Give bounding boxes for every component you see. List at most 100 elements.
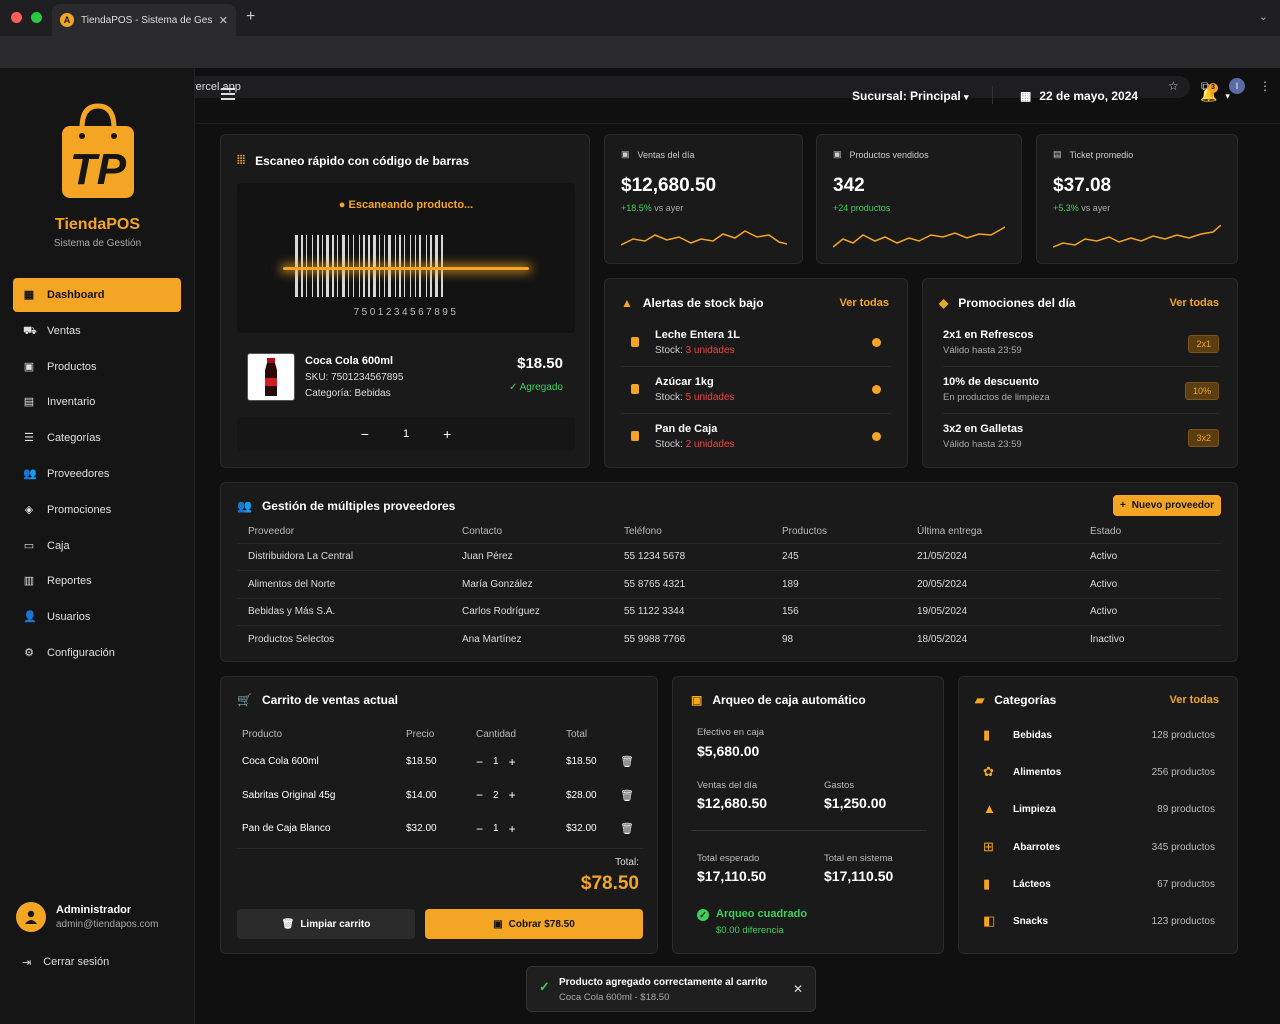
increase-button[interactable]: +: [508, 788, 516, 803]
scan-icon: ▣: [621, 149, 630, 159]
sidebar-item-categorias[interactable]: ☰ Categorías: [13, 421, 181, 455]
categories-view-all-link[interactable]: Ver todas: [1169, 694, 1219, 706]
status-badge: Inactivo: [1079, 625, 1221, 653]
logout-button[interactable]: ⇥ Cerrar sesión: [22, 956, 109, 969]
expenses-value: $1,250.00: [824, 795, 887, 811]
cart-total: $18.50: [566, 756, 597, 768]
kpi-label-text: Ticket promedio: [1069, 149, 1134, 160]
extensions-icon[interactable]: ⧉: [1201, 79, 1210, 93]
alert-status-dot: [872, 432, 881, 441]
category-item[interactable]: ▲ Limpieza 89 productos: [983, 801, 1215, 821]
barcode-scan-icon: ⦙⦙⦙: [237, 153, 246, 167]
category-item[interactable]: ◧ Snacks 123 productos: [983, 913, 1215, 933]
close-window-button[interactable]: [11, 12, 22, 23]
category-name: Snacks: [1013, 916, 1049, 927]
column-header: Productos: [782, 526, 828, 538]
alert-item[interactable]: Leche Entera 1L Stock: 3 unidades: [621, 321, 891, 367]
table-cell: 55 9988 7766: [613, 625, 771, 653]
basket-icon: ⊞: [983, 839, 994, 854]
tag-icon: ◆: [939, 296, 949, 310]
category-count: 67 productos: [1157, 879, 1215, 890]
kpi-delta: +5.3% vs ayer: [1053, 203, 1110, 213]
new-tab-button[interactable]: +: [246, 8, 256, 25]
cart-icon: 🛒: [237, 693, 252, 707]
sidebar-item-productos[interactable]: ▣ Productos: [13, 350, 181, 384]
category-item[interactable]: ✿ Alimentos 256 productos: [983, 764, 1215, 784]
category-count: 345 productos: [1151, 842, 1215, 853]
added-status: ✓ Agregado: [509, 382, 563, 393]
register-icon: ▭: [23, 539, 35, 552]
cart-product: Pan de Caja Blanco: [242, 823, 331, 835]
trash-icon[interactable]: 🗑: [620, 756, 634, 769]
category-name: Abarrotes: [1013, 842, 1061, 853]
decrease-button[interactable]: −: [360, 426, 369, 442]
promo-item[interactable]: 2x1 en Refrescos Válido hasta 23:59 2x1: [943, 321, 1219, 367]
maximize-window-button[interactable]: [31, 12, 42, 23]
charge-button[interactable]: ▣ Cobrar $78.50: [425, 909, 643, 939]
table-row[interactable]: Distribuidora La Central Juan Pérez 55 123…: [237, 542, 1221, 571]
category-item[interactable]: ▮ Lácteos 67 productos: [983, 876, 1215, 896]
promo-item[interactable]: 3x2 en Galletas Válido hasta 23:59 3x2: [943, 415, 1219, 461]
sidebar-item-dashboard[interactable]: ▦ Dashboard: [13, 278, 181, 312]
table-cell: 18/05/2024: [906, 625, 1079, 653]
table-row[interactable]: Bebidas y Más S.A. Carlos Rodríguez 55 112…: [237, 597, 1221, 626]
sidebar-item-label: Dashboard: [47, 289, 105, 301]
trash-icon[interactable]: 🗑: [620, 823, 634, 836]
barcode-image: [295, 235, 517, 297]
kpi-card-sales: ▣ Ventas del día $12,680.50 +18.5% vs aye…: [604, 134, 803, 264]
trash-icon[interactable]: 🗑: [620, 789, 634, 802]
hamburger-menu-icon[interactable]: [221, 88, 235, 100]
branch-selector[interactable]: Sucursal: Principal ▾: [852, 89, 969, 103]
browser-tab[interactable]: A TiendaPOS - Sistema de Gestión ✕: [52, 4, 236, 36]
header-divider: [992, 86, 993, 104]
increase-button[interactable]: +: [508, 754, 516, 769]
table-cell: 245: [771, 542, 906, 571]
profile-avatar[interactable]: I: [1229, 78, 1245, 94]
brand-subtitle: Sistema de Gestión: [53, 238, 142, 249]
promo-item[interactable]: 10% de descuento En productos de limpiez…: [943, 368, 1219, 414]
alerts-view-all-link[interactable]: Ver todas: [839, 297, 889, 309]
kpi-delta: +24 productos: [833, 203, 890, 213]
increase-button[interactable]: +: [508, 821, 516, 836]
alert-item[interactable]: Pan de Caja Stock: 2 unidades: [621, 415, 891, 461]
alert-product-name: Pan de Caja: [655, 423, 718, 435]
quantity-stepper: −2 +: [476, 788, 561, 802]
status-badge: Activo: [1079, 542, 1221, 571]
tab-close-icon[interactable]: ✕: [218, 14, 228, 27]
alert-item[interactable]: Azúcar 1kg Stock: 5 unidades: [621, 368, 891, 414]
sidebar-item-label: Usuarios: [47, 611, 91, 624]
sidebar-item-ventas[interactable]: ⛟ Ventas: [13, 314, 181, 348]
decrease-button[interactable]: −: [476, 754, 484, 769]
clear-cart-button[interactable]: 🗑 Limpiar carrito: [237, 909, 415, 939]
promos-view-all-link[interactable]: Ver todas: [1169, 297, 1219, 309]
category-item[interactable]: ⊞ Abarrotes 345 productos: [983, 839, 1215, 859]
decrease-button[interactable]: −: [476, 821, 484, 836]
sidebar-item-promociones[interactable]: ◈ Promociones: [13, 493, 181, 527]
list-icon: ☰: [24, 432, 34, 445]
categories-title: ▰ Categorías: [975, 693, 1056, 707]
suppliers-table: Proveedor Contacto Teléfono Productos Úl…: [237, 521, 1221, 653]
toast-close-icon[interactable]: ✕: [792, 982, 803, 996]
table-row[interactable]: Productos Selectos Ana Martínez 55 9988 77…: [237, 625, 1221, 653]
decrease-button[interactable]: −: [476, 788, 484, 803]
menu-kebab-icon[interactable]: ⋮: [1259, 79, 1271, 93]
sidebar-item-configuracion[interactable]: ⚙ Configuración: [13, 636, 181, 670]
notifications-button[interactable]: 🔔 3 ▾: [1200, 83, 1230, 103]
sidebar-item-reportes[interactable]: ▥ Reportes: [13, 564, 181, 598]
clear-cart-label: Limpiar carrito: [300, 918, 371, 930]
product-sku: SKU: 7501234567895: [305, 372, 404, 383]
sidebar-item-proveedores[interactable]: 👥 Proveedores: [13, 457, 181, 491]
bookmark-star-icon[interactable]: ☆: [1168, 79, 1179, 93]
tab-search-icon[interactable]: ⌄: [1258, 11, 1268, 23]
table-cell: Alimentos del Norte: [237, 570, 451, 598]
increase-button[interactable]: +: [443, 426, 452, 442]
user-profile[interactable]: Administrador admin@tiendapos.com: [16, 902, 158, 932]
sidebar-item-caja[interactable]: ▭ Caja: [13, 529, 181, 563]
new-supplier-button[interactable]: + Nuevo proveedor: [1113, 495, 1221, 516]
warning-icon: ▲: [621, 296, 633, 310]
table-row[interactable]: Alimentos del Norte María González 55 8765…: [237, 570, 1221, 598]
category-item[interactable]: ▮ Bebidas 128 productos: [983, 727, 1215, 747]
cart-total-label: Total:: [615, 857, 639, 868]
sidebar-item-usuarios[interactable]: 👤 Usuarios: [13, 600, 181, 634]
sidebar-item-inventario[interactable]: ▤ Inventario: [13, 385, 181, 419]
